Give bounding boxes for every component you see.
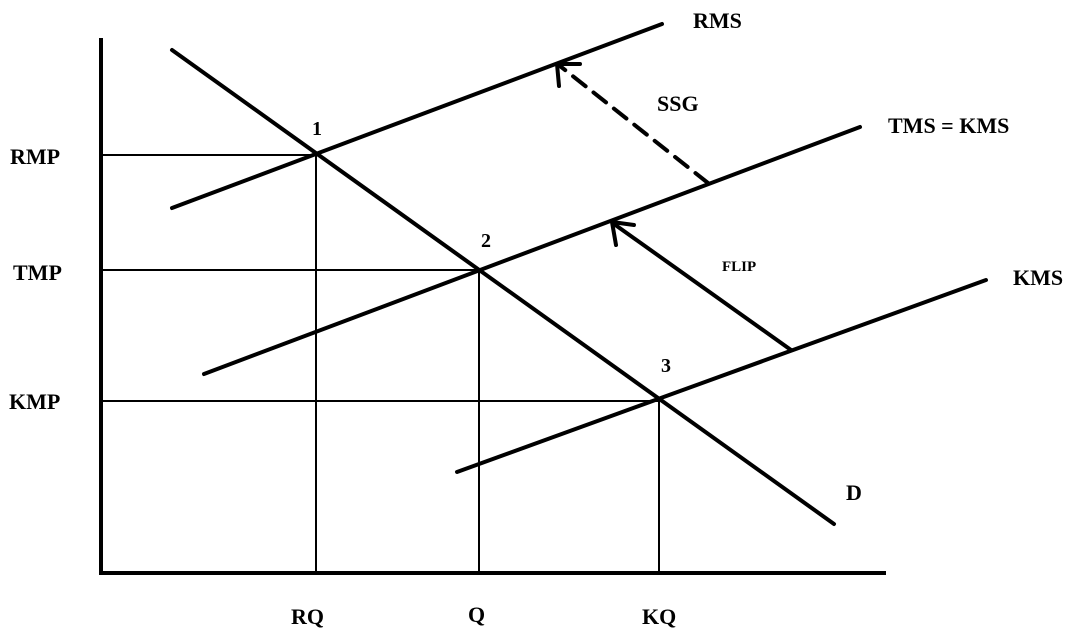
ssg-label: SSG xyxy=(657,91,699,116)
tms-kms-label: TMS = KMS xyxy=(888,113,1009,138)
kmp-label: KMP xyxy=(9,389,60,414)
flip-arrowhead-icon xyxy=(610,220,636,247)
ssg-arrow-shaft xyxy=(558,64,710,185)
q-label: Q xyxy=(468,602,485,627)
tmp-label: TMP xyxy=(13,260,62,285)
demand-label: D xyxy=(846,480,862,505)
rms-label: RMS xyxy=(693,8,742,33)
kms-supply-curve xyxy=(455,278,988,474)
flip-arrow-shaft xyxy=(612,222,793,352)
rq-label: RQ xyxy=(291,604,324,629)
ssg-arrowhead-icon xyxy=(555,62,582,88)
flip-label: FLIP xyxy=(722,259,756,275)
point-1-label: 1 xyxy=(312,118,322,140)
rmp-label: RMP xyxy=(10,144,60,169)
kq-label: KQ xyxy=(642,604,676,629)
rms-supply-curve xyxy=(170,22,664,210)
demand-curve xyxy=(170,48,836,526)
kms-label: KMS xyxy=(1013,265,1063,290)
tms-supply-curve xyxy=(202,125,862,376)
point-2-label: 2 xyxy=(481,230,491,252)
point-3-label: 3 xyxy=(661,355,671,377)
